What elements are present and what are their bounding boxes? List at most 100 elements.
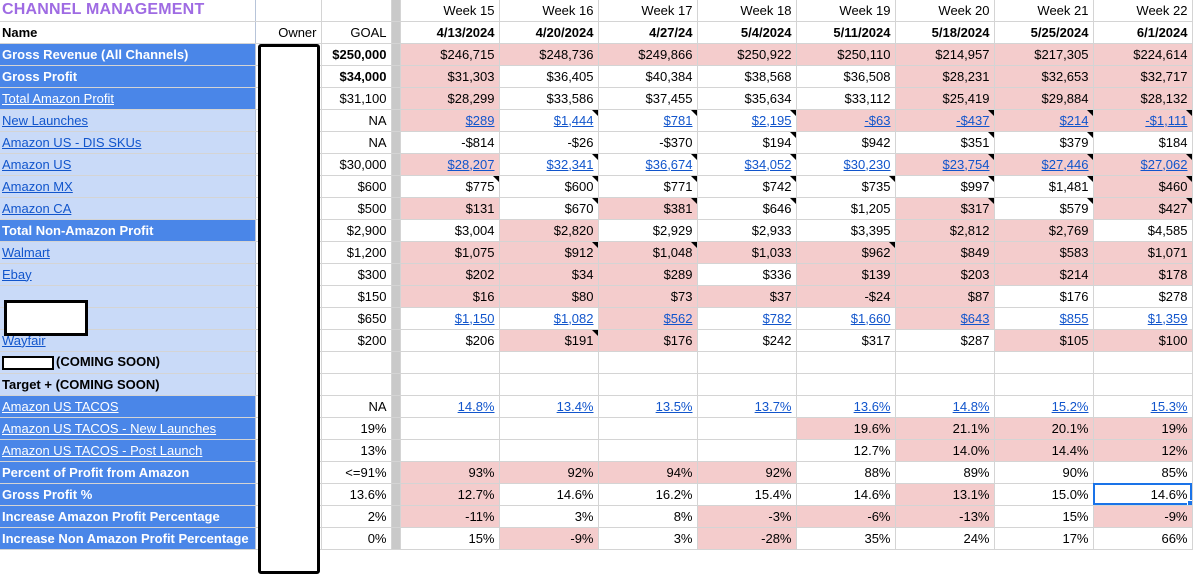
row-name-cell[interactable]: Gross Profit bbox=[0, 65, 256, 88]
value-cell[interactable]: $37,455 bbox=[598, 87, 698, 110]
value-cell[interactable]: $1,444 bbox=[499, 109, 599, 132]
value-cell[interactable]: $32,653 bbox=[994, 65, 1094, 88]
goal-cell[interactable]: $150 bbox=[321, 285, 392, 308]
value-cell[interactable]: $40,384 bbox=[598, 65, 698, 88]
value-cell[interactable]: $771 bbox=[598, 175, 698, 198]
value-link[interactable]: $782 bbox=[762, 310, 792, 326]
value-cell[interactable] bbox=[994, 373, 1094, 396]
value-cell[interactable] bbox=[400, 417, 500, 440]
row-name-cell[interactable]: Amazon US TACOS - Post Launch bbox=[0, 439, 256, 462]
value-cell[interactable]: 88% bbox=[796, 461, 896, 484]
value-cell[interactable] bbox=[994, 351, 1094, 374]
value-cell[interactable]: 14.0% bbox=[895, 439, 995, 462]
value-link[interactable]: 14.8% bbox=[952, 398, 990, 414]
value-cell[interactable]: 12.7% bbox=[400, 483, 500, 506]
value-cell[interactable]: $23,754 bbox=[895, 153, 995, 176]
value-cell[interactable]: $131 bbox=[400, 197, 500, 220]
row-name-link[interactable]: Ebay bbox=[2, 266, 32, 282]
row-name-link[interactable]: Amazon US bbox=[2, 156, 72, 172]
row-name-cell[interactable]: Total Non-Amazon Profit bbox=[0, 219, 256, 242]
value-cell[interactable]: 92% bbox=[499, 461, 599, 484]
row-name-link[interactable]: Amazon CA bbox=[2, 200, 72, 216]
name-column-header[interactable]: Name bbox=[0, 21, 256, 44]
goal-cell[interactable]: $500 bbox=[321, 197, 392, 220]
value-cell[interactable] bbox=[598, 373, 698, 396]
value-link[interactable]: -$437 bbox=[956, 112, 990, 128]
value-cell[interactable] bbox=[499, 417, 599, 440]
value-cell[interactable]: -13% bbox=[895, 505, 995, 528]
value-cell[interactable]: $87 bbox=[895, 285, 995, 308]
value-cell[interactable]: $351 bbox=[895, 131, 995, 154]
value-cell[interactable] bbox=[400, 351, 500, 374]
frozen-column-divider[interactable] bbox=[391, 373, 401, 396]
week-header[interactable]: Week 16 bbox=[499, 0, 599, 22]
value-cell[interactable]: $250,110 bbox=[796, 43, 896, 66]
row-name-cell[interactable]: Amazon MX bbox=[0, 175, 256, 198]
goal-cell[interactable]: $250,000 bbox=[321, 43, 392, 66]
goal-cell[interactable]: $1,200 bbox=[321, 241, 392, 264]
row-name-link[interactable]: Amazon US - DIS SKUs bbox=[2, 134, 142, 150]
frozen-column-divider[interactable] bbox=[391, 439, 401, 462]
row-name-cell[interactable]: (COMING SOON) bbox=[0, 351, 256, 374]
value-cell[interactable]: $214,957 bbox=[895, 43, 995, 66]
value-cell[interactable]: $646 bbox=[697, 197, 797, 220]
value-cell[interactable]: $1,075 bbox=[400, 241, 500, 264]
value-cell[interactable]: $176 bbox=[994, 285, 1094, 308]
value-cell[interactable]: 14.4% bbox=[994, 439, 1094, 462]
value-cell[interactable]: $35,634 bbox=[697, 87, 797, 110]
value-cell[interactable]: -$63 bbox=[796, 109, 896, 132]
value-cell[interactable]: $278 bbox=[1093, 285, 1193, 308]
week-header[interactable]: Week 19 bbox=[796, 0, 896, 22]
goal-cell[interactable]: NA bbox=[321, 131, 392, 154]
value-cell[interactable]: $4,585 bbox=[1093, 219, 1193, 242]
date-header[interactable]: 5/18/2024 bbox=[895, 21, 995, 44]
frozen-column-divider[interactable] bbox=[391, 0, 401, 22]
value-cell[interactable]: 66% bbox=[1093, 527, 1193, 550]
value-cell[interactable]: $178 bbox=[1093, 263, 1193, 286]
value-cell[interactable]: 15.0% bbox=[994, 483, 1094, 506]
frozen-column-divider[interactable] bbox=[391, 197, 401, 220]
value-cell[interactable]: $73 bbox=[598, 285, 698, 308]
row-name-cell[interactable]: Target + (COMING SOON) bbox=[0, 373, 256, 396]
week-header[interactable]: Week 20 bbox=[895, 0, 995, 22]
value-cell[interactable]: $912 bbox=[499, 241, 599, 264]
row-name-cell[interactable]: Total Amazon Profit bbox=[0, 87, 256, 110]
value-cell[interactable]: $460 bbox=[1093, 175, 1193, 198]
value-cell[interactable]: 13.6% bbox=[796, 395, 896, 418]
value-cell[interactable]: $202 bbox=[400, 263, 500, 286]
value-cell[interactable]: $29,884 bbox=[994, 87, 1094, 110]
frozen-column-divider[interactable] bbox=[391, 505, 401, 528]
value-cell[interactable]: $781 bbox=[598, 109, 698, 132]
value-cell[interactable]: $583 bbox=[994, 241, 1094, 264]
value-cell[interactable]: 85% bbox=[1093, 461, 1193, 484]
value-link[interactable]: $289 bbox=[465, 112, 495, 128]
sheet-title-cell[interactable]: CHANNEL MANAGEMENT bbox=[0, 0, 256, 22]
value-cell[interactable]: 12.7% bbox=[796, 439, 896, 462]
value-cell[interactable]: -$437 bbox=[895, 109, 995, 132]
value-cell[interactable]: $28,132 bbox=[1093, 87, 1193, 110]
value-cell[interactable]: $427 bbox=[1093, 197, 1193, 220]
value-cell[interactable]: 15.2% bbox=[994, 395, 1094, 418]
row-name-cell[interactable]: Amazon US TACOS - New Launches bbox=[0, 417, 256, 440]
value-cell[interactable]: $80 bbox=[499, 285, 599, 308]
value-cell[interactable]: 14.8% bbox=[895, 395, 995, 418]
row-name-link[interactable]: New Launches bbox=[2, 112, 88, 128]
row-name-cell[interactable]: Increase Amazon Profit Percentage bbox=[0, 505, 256, 528]
row-name-cell[interactable]: Amazon CA bbox=[0, 197, 256, 220]
value-cell[interactable]: $34 bbox=[499, 263, 599, 286]
value-link[interactable]: $781 bbox=[663, 112, 693, 128]
value-cell[interactable]: $30,230 bbox=[796, 153, 896, 176]
value-cell[interactable]: $782 bbox=[697, 307, 797, 330]
value-cell[interactable]: 12% bbox=[1093, 439, 1193, 462]
value-cell[interactable]: $1,071 bbox=[1093, 241, 1193, 264]
row-name-cell[interactable]: Gross Revenue (All Channels) bbox=[0, 43, 256, 66]
goal-cell[interactable]: 0% bbox=[321, 527, 392, 550]
goal-cell[interactable]: 19% bbox=[321, 417, 392, 440]
value-cell[interactable]: 17% bbox=[994, 527, 1094, 550]
date-header[interactable]: 5/11/2024 bbox=[796, 21, 896, 44]
frozen-column-divider[interactable] bbox=[391, 351, 401, 374]
value-link[interactable]: 13.7% bbox=[754, 398, 792, 414]
value-cell[interactable]: $562 bbox=[598, 307, 698, 330]
frozen-column-divider[interactable] bbox=[391, 43, 401, 66]
week-header[interactable]: Week 22 bbox=[1093, 0, 1193, 22]
